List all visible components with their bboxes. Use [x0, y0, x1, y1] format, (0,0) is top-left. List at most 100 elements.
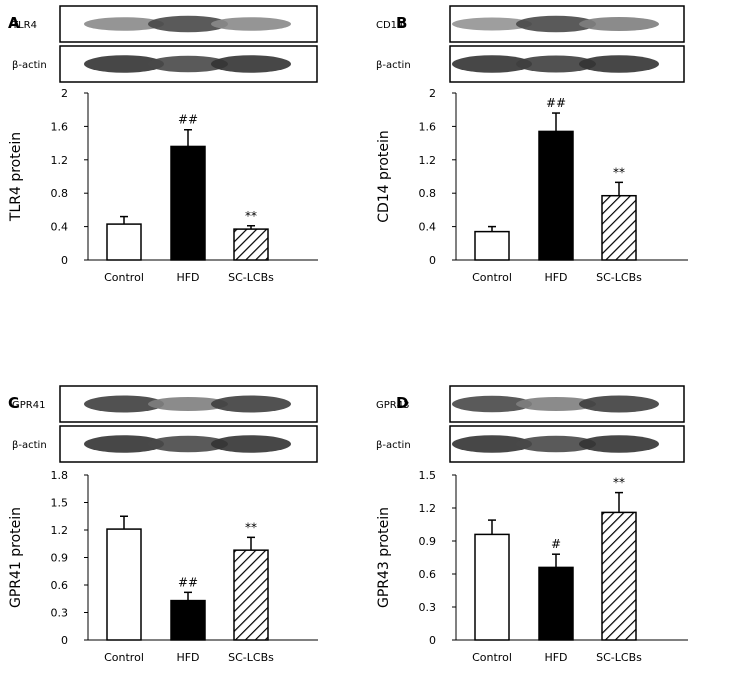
bar-hfd	[170, 599, 206, 641]
blot-band	[148, 55, 228, 73]
y-tick-label: 1.2	[419, 154, 437, 167]
significance-label: **	[245, 520, 257, 534]
bar-sc-lcbs	[233, 549, 269, 641]
y-tick-label: 0.9	[51, 552, 69, 565]
blot-band	[84, 435, 164, 453]
y-tick-label: 0.9	[419, 535, 437, 548]
blot-label-target: TLR4	[11, 20, 37, 31]
blot-band	[84, 17, 164, 31]
blot-band	[84, 395, 164, 413]
blot-band	[211, 55, 291, 73]
blot-band	[516, 55, 596, 73]
y-tick-label: 0.8	[419, 187, 437, 200]
bar-sc-lcbs	[601, 511, 637, 641]
y-tick-label: 2	[429, 87, 436, 100]
x-tick-label: SC-LCBs	[596, 651, 642, 664]
y-tick-label: 0.3	[419, 601, 437, 614]
y-tick-label: 0.4	[51, 221, 69, 234]
y-tick-label: 2	[61, 87, 68, 100]
bar-hfd	[538, 130, 574, 261]
panel-label-c: C	[8, 394, 19, 412]
x-tick-label: Control	[472, 651, 512, 664]
x-tick-label: SC-LCBs	[596, 271, 642, 284]
blot-band	[579, 55, 659, 73]
y-tick-label: 1.6	[419, 120, 437, 133]
significance-label: **	[613, 476, 625, 490]
blot-band	[452, 435, 532, 453]
blot-band	[516, 15, 596, 33]
panel-c: C GPR41 β-actin 0 0.3 0.6 0.9 1.2 1.5 1.8 GPR41 pr…	[0, 340, 370, 680]
y-tick-label: 0.3	[51, 607, 69, 620]
y-tick-label: 0	[429, 634, 436, 647]
y-axis-title: TLR4 protein	[8, 132, 24, 222]
significance-label: ##	[178, 113, 198, 127]
y-axis-title: GPR41 protein	[8, 507, 24, 608]
y-tick-label: 0	[429, 254, 436, 267]
blot-band	[579, 395, 659, 413]
panel-d: D GPR43 β-actin 0 0.3 0.6 0.9 1.2 1.5 GPR43 prote…	[370, 340, 740, 680]
blot-band	[211, 435, 291, 453]
x-tick-label: HFD	[544, 651, 567, 664]
y-tick-label: 0	[61, 634, 68, 647]
bar-control	[106, 223, 142, 261]
blot-label-beta-actin: β-actin	[376, 440, 411, 451]
blot-band	[148, 397, 228, 411]
y-tick-label: 0.8	[51, 187, 69, 200]
y-axis-title: GPR43 protein	[376, 507, 392, 608]
y-tick-label: 1.2	[419, 502, 437, 515]
blot-band	[579, 17, 659, 31]
x-tick-label: SC-LCBs	[228, 651, 274, 664]
panel-b: B CD14 β-actin 0 0.4 0.8 1.2 1.6 2 CD14 protein Co…	[370, 0, 740, 340]
panel-a: A TLR4 β-actin 0 0.4 0.8 1.2 1.6 2 TLR4 protein Co…	[0, 0, 370, 340]
y-tick-label: 0	[61, 254, 68, 267]
blot-band	[84, 55, 164, 73]
x-tick-label: Control	[104, 651, 144, 664]
blot-label-target: GPR43	[376, 400, 409, 411]
y-tick-label: 1.5	[419, 469, 437, 482]
blot-band	[211, 17, 291, 31]
y-tick-label: 1.8	[51, 469, 69, 482]
y-tick-label: 1.5	[51, 497, 69, 510]
bar-sc-lcbs	[233, 228, 269, 261]
bar-hfd	[170, 145, 206, 261]
significance-label: **	[245, 209, 257, 223]
significance-label: ##	[546, 96, 566, 110]
panel-label-b: B	[396, 14, 407, 32]
bar-sc-lcbs	[601, 194, 637, 261]
y-tick-label: 0.6	[51, 579, 69, 592]
panel-label-d: D	[396, 394, 408, 412]
y-tick-label: 0.4	[419, 221, 437, 234]
blot-band	[452, 17, 532, 31]
significance-label: **	[613, 165, 625, 179]
blot-label-target: CD14	[376, 20, 403, 31]
x-tick-label: HFD	[176, 271, 199, 284]
significance-label: #	[551, 537, 561, 551]
y-tick-label: 1.2	[51, 524, 69, 537]
y-tick-label: 0.6	[419, 568, 437, 581]
x-tick-label: HFD	[176, 651, 199, 664]
blot-band	[516, 397, 596, 411]
blot-band	[148, 435, 228, 453]
x-tick-label: HFD	[544, 271, 567, 284]
bar-control	[106, 528, 142, 641]
x-tick-label: Control	[104, 271, 144, 284]
blot-band	[579, 435, 659, 453]
x-tick-label: Control	[472, 271, 512, 284]
blot-band	[516, 435, 596, 453]
y-axis-title: CD14 protein	[376, 130, 392, 223]
panel-label-a: A	[8, 14, 20, 32]
bar-control	[474, 533, 510, 641]
blot-label-target: GPR41	[12, 400, 45, 411]
y-tick-label: 1.2	[51, 154, 69, 167]
y-tick-label: 1.6	[51, 120, 69, 133]
significance-label: ##	[178, 575, 198, 589]
blot-label-beta-actin: β-actin	[12, 60, 47, 71]
blot-band	[452, 395, 532, 413]
blot-band	[211, 395, 291, 413]
bar-hfd	[538, 566, 574, 641]
x-tick-label: SC-LCBs	[228, 271, 274, 284]
